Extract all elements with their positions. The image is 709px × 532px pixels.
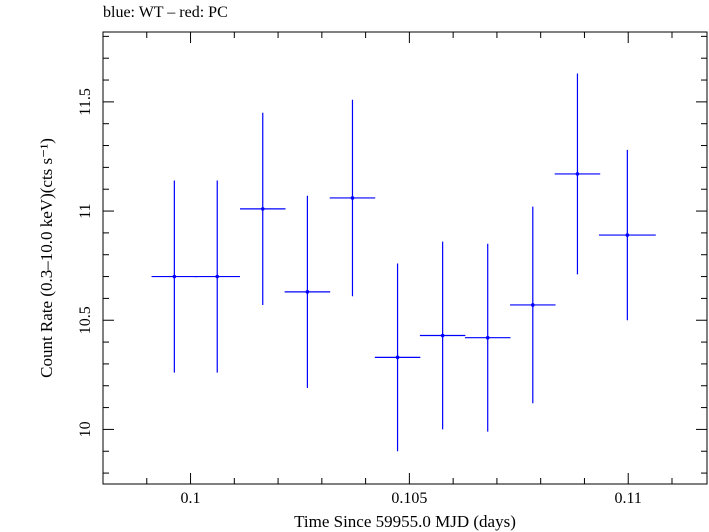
axis-tick-labels: 0.1 0.105 0.11 10 10.5 11 11.5 xyxy=(77,88,642,507)
data-point xyxy=(215,274,220,279)
data-point xyxy=(531,303,535,307)
data-point xyxy=(575,172,580,176)
y-tick-label: 11.5 xyxy=(77,88,94,115)
data-point xyxy=(395,355,400,360)
x-tick-label: 0.105 xyxy=(391,490,427,507)
data-point xyxy=(485,335,490,340)
plot-frame xyxy=(102,31,708,485)
data-point xyxy=(172,274,177,279)
x-axis-label: Time Since 59955.0 MJD (days) xyxy=(294,512,516,531)
data-point xyxy=(350,196,355,200)
data-series xyxy=(151,73,656,452)
y-axis-label: Count Rate (0.3–10.0 keV)(cts s⁻¹) xyxy=(37,138,56,378)
data-point xyxy=(440,333,445,338)
x-tick-label: 0.1 xyxy=(181,490,201,507)
data-point xyxy=(260,207,265,211)
y-tick-label: 10 xyxy=(77,421,94,437)
data-point xyxy=(305,290,310,294)
data-point xyxy=(625,233,630,237)
y-tick-label: 11 xyxy=(77,203,94,218)
axis-ticks xyxy=(102,32,707,484)
y-tick-label: 10.5 xyxy=(77,306,94,334)
x-tick-label: 0.11 xyxy=(615,490,642,507)
chart-title: blue: WT – red: PC xyxy=(103,4,228,21)
